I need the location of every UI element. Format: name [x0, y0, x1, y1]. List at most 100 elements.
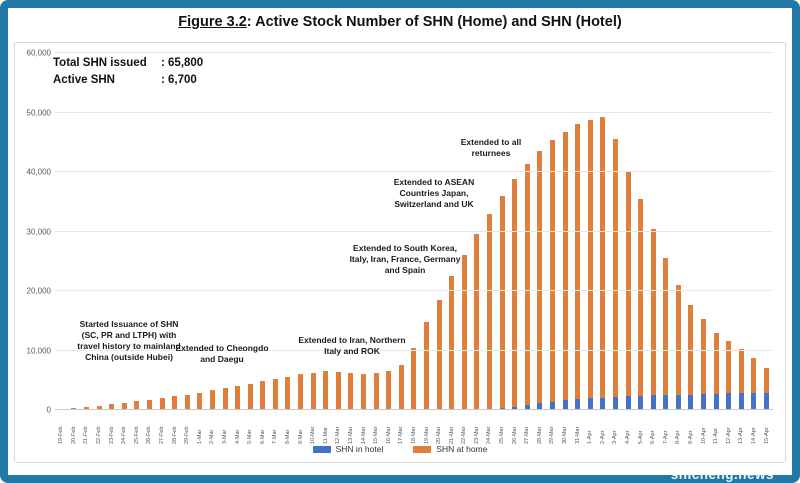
bar-segment-home	[600, 116, 606, 398]
bar-segment-hotel	[549, 401, 555, 410]
bar-segment-hotel	[600, 397, 606, 410]
bar-segment-hotel	[562, 400, 568, 410]
x-axis-tick-label: 12-Apr	[725, 427, 732, 444]
x-axis-tick-label: 23-Feb	[108, 426, 115, 444]
bar-segment-home	[537, 151, 543, 404]
x-axis-tick-label: 25-Mar	[499, 426, 506, 444]
x-axis-tick-label: 9-Apr	[687, 430, 694, 444]
bar-column	[143, 53, 156, 410]
bar-column	[609, 53, 622, 410]
x-axis-tick-label: 4-Mar	[234, 429, 241, 444]
hotel-swatch-icon	[312, 445, 331, 453]
bar-segment-hotel	[764, 393, 770, 410]
bar-column	[433, 53, 446, 410]
bar-column	[294, 53, 307, 410]
bar-segment-home	[424, 321, 430, 410]
bar-segment-hotel	[688, 394, 694, 410]
bar-column	[445, 53, 458, 410]
gridline	[55, 230, 773, 232]
x-axis-tick-label: 21-Mar	[448, 426, 455, 444]
bar-column	[634, 53, 647, 410]
chart-frame: 0 10,000 20,000 30,000 40,000 50,000 60,000 19…	[14, 42, 786, 463]
x-axis-tick-label: 28-Feb	[171, 426, 178, 444]
annotation-south-korea-group: Extended to South Korea, Italy, Iran, Fr…	[349, 243, 461, 275]
bar-column	[534, 53, 547, 410]
bar-column	[571, 53, 584, 410]
x-axis-tick-label: 29-Mar	[549, 426, 556, 444]
x-axis-tick-label: 22-Feb	[96, 426, 103, 444]
bar-segment-home	[134, 401, 140, 410]
x-axis-tick-label: 4-Apr	[625, 430, 632, 444]
annotation-all-returnees: Extended to all returnees	[460, 137, 522, 158]
bar-column	[559, 53, 572, 410]
bar-segment-hotel	[587, 398, 593, 410]
bar-column	[282, 53, 295, 410]
legend: SHN in hotel SHN at home	[15, 444, 785, 454]
bar-column	[55, 53, 68, 410]
x-axis-tick-label: 23-Mar	[473, 426, 480, 444]
bar-column	[697, 53, 710, 410]
bar-column	[206, 53, 219, 410]
x-axis-tick-label: 8-Apr	[675, 430, 682, 444]
x-axis-tick-label: 19-Mar	[423, 426, 430, 444]
bar-column	[496, 53, 509, 410]
bar-segment-home	[285, 376, 291, 410]
bar-column	[231, 53, 244, 410]
y-axis-tick-label: 10,000	[26, 346, 51, 355]
bar-column	[118, 53, 131, 410]
bar-segment-home	[398, 364, 404, 410]
bar-column	[168, 53, 181, 410]
legend-item-hotel: SHN in hotel	[312, 444, 383, 454]
x-axis-tick-label: 26-Mar	[511, 426, 518, 444]
bar-column	[357, 53, 370, 410]
bar-segment-hotel	[726, 393, 732, 410]
x-axis-tick-label: 1-Apr	[587, 430, 594, 444]
bar-column	[156, 53, 169, 410]
bar-segment-hotel	[575, 399, 581, 410]
bar-column	[257, 53, 270, 410]
bar-segment-home	[159, 398, 165, 410]
bar-column	[471, 53, 484, 410]
bar-column	[131, 53, 144, 410]
bar-segment-hotel	[751, 393, 757, 410]
bar-segment-home	[298, 374, 304, 410]
bar-segment-home	[172, 396, 178, 410]
bar-segment-hotel	[713, 393, 719, 410]
bar-segment-home	[650, 228, 656, 396]
gridline	[55, 171, 773, 172]
legend-label-home: SHN at home	[436, 444, 488, 454]
bar-segment-home	[549, 140, 555, 402]
bar-column	[219, 53, 232, 410]
bar-column	[483, 53, 496, 410]
plot-wrap: 0 10,000 20,000 30,000 40,000 50,000 60,000	[19, 49, 775, 415]
gridline	[55, 290, 773, 291]
x-axis-labels: 19-Feb 20-Feb 21-Feb 22-Feb 23-Feb 24-Feb 25-F…	[55, 414, 773, 444]
stat-label: Active SHN	[53, 74, 115, 86]
x-axis-tick-label: 29-Feb	[184, 426, 191, 444]
bar-segment-home	[310, 372, 316, 410]
bar-segment-hotel	[663, 395, 669, 410]
bar-column	[647, 53, 660, 410]
bar-segment-home	[386, 370, 392, 410]
x-axis-tick-label: 15-Mar	[373, 426, 380, 444]
bar-segment-home	[247, 383, 253, 410]
bar-column	[332, 53, 345, 410]
bar-segment-home	[197, 392, 203, 410]
bar-segment-home	[738, 348, 744, 394]
bar-segment-hotel	[650, 395, 656, 410]
x-axis-tick-label: 12-Mar	[335, 426, 342, 444]
stat-value: : 6,700	[161, 74, 197, 86]
bar-column	[722, 53, 735, 410]
x-axis-tick-label: 7-Mar	[272, 429, 279, 444]
bar-segment-home	[209, 390, 215, 410]
y-axis-tick-label: 50,000	[26, 108, 51, 117]
x-axis-tick-label: 10-Mar	[310, 426, 317, 444]
bar-segment-home	[575, 124, 581, 400]
x-axis-tick-label: 3-Mar	[222, 429, 229, 444]
x-axis-tick-label: 24-Feb	[121, 426, 128, 444]
x-axis-tick-label: 18-Mar	[410, 426, 417, 444]
bar-segment-home	[323, 371, 329, 410]
y-axis-tick-label: 30,000	[26, 227, 51, 236]
chart-title: Figure 3.2: Active Stock Number of SHN (…	[8, 14, 792, 30]
bar-segment-hotel	[612, 396, 618, 410]
